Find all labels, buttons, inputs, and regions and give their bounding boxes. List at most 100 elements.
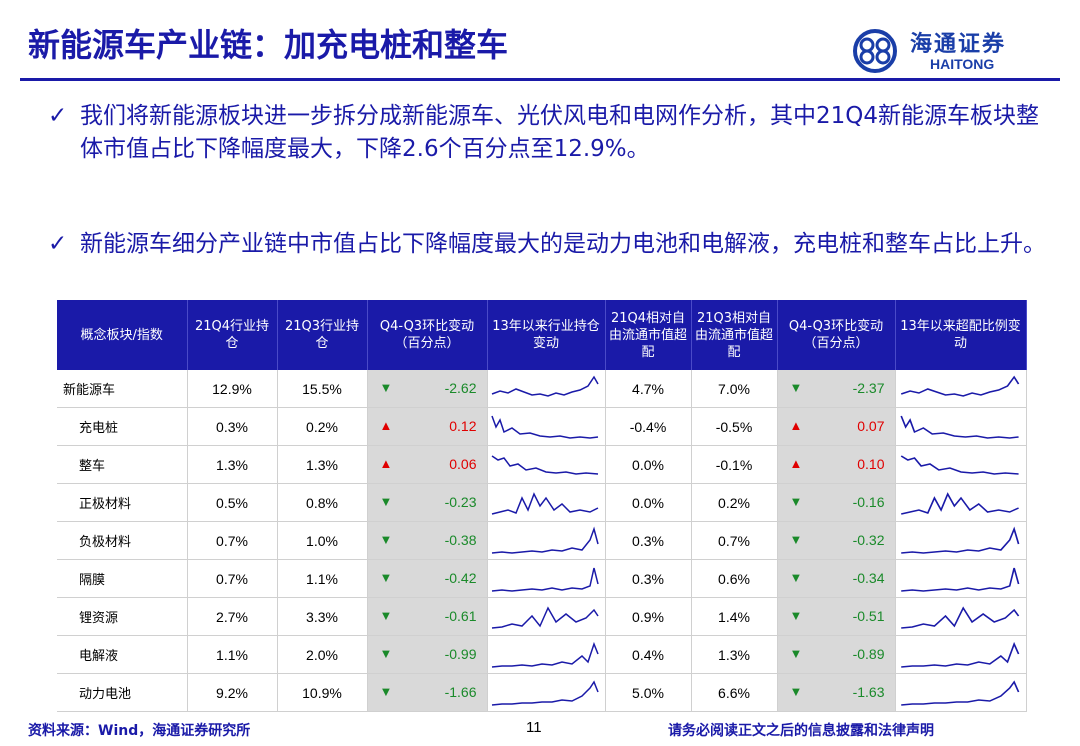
- up-arrow-icon: ▲: [789, 418, 803, 433]
- col-header-q4-overweight: 21Q4相对自由流通市值超配: [605, 300, 692, 370]
- col-header-q3-holding: 21Q3行业持仓: [277, 300, 368, 370]
- sparkline-chart: [491, 605, 599, 629]
- page-title: 新能源车产业链：加充电桩和整车: [28, 26, 509, 64]
- cell-holding-change: ▲ 0.12: [367, 407, 488, 446]
- holdings-table: 概念板块/指数 21Q4行业持仓 21Q3行业持仓 Q4-Q3环比变动（百分点）…: [57, 300, 1027, 712]
- down-arrow-icon: ▼: [789, 380, 803, 395]
- overweight-change-value: -0.51: [852, 608, 885, 624]
- cell-q3-holding: 0.2%: [277, 407, 368, 446]
- haitong-logo: 海通证券 HAITONG: [850, 28, 1050, 76]
- cell-q4-overweight: 0.0%: [605, 483, 692, 522]
- cell-q3-overweight: -0.1%: [691, 445, 778, 484]
- cell-q4-holding: 1.1%: [187, 635, 278, 674]
- cell-q4-overweight: 0.3%: [605, 521, 692, 560]
- down-arrow-icon: ▼: [789, 684, 803, 699]
- cell-q4-holding: 0.7%: [187, 559, 278, 598]
- cell-q3-holding: 2.0%: [277, 635, 368, 674]
- cell-holding-sparkline: [487, 521, 606, 560]
- check-icon: ✓: [48, 231, 68, 257]
- col-header-q3-overweight: 21Q3相对自由流通市值超配: [691, 300, 778, 370]
- down-arrow-icon: ▼: [379, 532, 393, 547]
- cell-holding-change: ▼ -2.62: [367, 370, 488, 408]
- overweight-change-value: -2.37: [852, 380, 885, 396]
- col-header-overweight-change: Q4-Q3环比变动（百分点）: [777, 300, 896, 370]
- overweight-change-value: -1.63: [852, 684, 885, 700]
- down-arrow-icon: ▼: [789, 494, 803, 509]
- sparkline-chart: [900, 375, 1019, 397]
- down-arrow-icon: ▼: [379, 684, 393, 699]
- cell-holding-change: ▼ -0.23: [367, 483, 488, 522]
- sparkline-chart: [491, 491, 599, 515]
- cell-overweight-sparkline: [895, 597, 1027, 636]
- cell-sector-name: 正极材料: [57, 483, 188, 522]
- cell-q3-overweight: 6.6%: [691, 673, 778, 712]
- cell-q4-overweight: 0.0%: [605, 445, 692, 484]
- cell-sector-name: 新能源车: [57, 370, 188, 408]
- overweight-change-value: 0.10: [857, 456, 885, 472]
- table-row: 新能源车 12.9% 15.5% ▼ -2.62 4.7% 7.0% ▼ -2.37: [57, 370, 1027, 408]
- holding-change-value: -0.42: [444, 570, 477, 586]
- down-arrow-icon: ▼: [789, 532, 803, 547]
- down-arrow-icon: ▼: [379, 608, 393, 623]
- down-arrow-icon: ▼: [789, 646, 803, 661]
- cell-q3-overweight: 0.2%: [691, 483, 778, 522]
- cell-q3-holding: 1.1%: [277, 559, 368, 598]
- cell-q4-holding: 12.9%: [187, 370, 278, 408]
- cell-overweight-change: ▼ -0.34: [777, 559, 896, 598]
- cell-overweight-change: ▼ -0.89: [777, 635, 896, 674]
- cell-sector-name: 隔膜: [57, 559, 188, 598]
- cell-holding-change: ▼ -0.42: [367, 559, 488, 598]
- cell-holding-change: ▼ -1.66: [367, 673, 488, 712]
- cell-q3-overweight: 0.6%: [691, 559, 778, 598]
- cell-overweight-sparkline: [895, 483, 1027, 522]
- cell-q3-holding: 3.3%: [277, 597, 368, 636]
- cell-holding-sparkline: [487, 483, 606, 522]
- cell-q3-overweight: 1.3%: [691, 635, 778, 674]
- page-number: 11: [526, 719, 542, 736]
- cell-holding-change: ▲ 0.06: [367, 445, 488, 484]
- down-arrow-icon: ▼: [379, 380, 393, 395]
- logo-english-name: HAITONG: [930, 56, 995, 72]
- cell-q3-holding: 10.9%: [277, 673, 368, 712]
- cell-overweight-change: ▲ 0.07: [777, 407, 896, 446]
- cell-q3-holding: 1.3%: [277, 445, 368, 484]
- table-row: 整车 1.3% 1.3% ▲ 0.06 0.0% -0.1% ▲ 0.10: [57, 445, 1027, 484]
- cell-holding-change: ▼ -0.38: [367, 521, 488, 560]
- cell-q3-overweight: 7.0%: [691, 370, 778, 408]
- bullet-text: 我们将新能源板块进一步拆分成新能源车、光伏风电和电网作分析，其中21Q4新能源车…: [80, 103, 1040, 162]
- cell-overweight-change: ▼ -2.37: [777, 370, 896, 408]
- down-arrow-icon: ▼: [379, 570, 393, 585]
- cell-overweight-change: ▼ -0.16: [777, 483, 896, 522]
- logo-chinese-name: 海通证券: [910, 32, 1007, 57]
- sparkline-chart: [900, 567, 1019, 592]
- cell-overweight-change: ▼ -0.51: [777, 597, 896, 636]
- overweight-change-value: -0.16: [852, 494, 885, 510]
- cell-q3-holding: 15.5%: [277, 370, 368, 408]
- cell-sector-name: 电解液: [57, 635, 188, 674]
- sparkline-chart: [899, 415, 1019, 439]
- cell-overweight-sparkline: [895, 407, 1027, 446]
- sparkline-chart: [491, 567, 599, 592]
- col-header-holding-trend: 13年以来行业持仓变动: [487, 300, 606, 370]
- cell-holding-change: ▼ -0.61: [367, 597, 488, 636]
- cell-q4-holding: 0.3%: [187, 407, 278, 446]
- cell-q4-holding: 1.3%: [187, 445, 278, 484]
- table-row: 充电桩 0.3% 0.2% ▲ 0.12 -0.4% -0.5% ▲ 0.07: [57, 407, 1027, 446]
- table-header-row: 概念板块/指数 21Q4行业持仓 21Q3行业持仓 Q4-Q3环比变动（百分点）…: [57, 300, 1027, 370]
- footer-disclaimer: 请务必阅读正文之后的信息披露和法律声明: [668, 723, 934, 739]
- cell-q3-overweight: -0.5%: [691, 407, 778, 446]
- sparkline-chart: [900, 491, 1019, 515]
- table-row: 动力电池 9.2% 10.9% ▼ -1.66 5.0% 6.6% ▼ -1.63: [57, 673, 1027, 712]
- cell-overweight-sparkline: [895, 635, 1027, 674]
- table-row: 隔膜 0.7% 1.1% ▼ -0.42 0.3% 0.6% ▼ -0.34: [57, 559, 1027, 598]
- cell-q4-holding: 2.7%: [187, 597, 278, 636]
- overweight-change-value: -0.34: [852, 570, 885, 586]
- cell-holding-sparkline: [487, 559, 606, 598]
- cell-overweight-sparkline: [895, 370, 1027, 408]
- overweight-change-value: 0.07: [857, 418, 885, 434]
- table-row: 负极材料 0.7% 1.0% ▼ -0.38 0.3% 0.7% ▼ -0.32: [57, 521, 1027, 560]
- sparkline-chart: [900, 679, 1019, 706]
- bullet-2: ✓ 新能源车细分产业链中市值占比下降幅度最大的是动力电池和电解液，充电桩和整车占…: [48, 228, 1058, 261]
- up-arrow-icon: ▲: [379, 456, 393, 471]
- table-row: 电解液 1.1% 2.0% ▼ -0.99 0.4% 1.3% ▼ -0.89: [57, 635, 1027, 674]
